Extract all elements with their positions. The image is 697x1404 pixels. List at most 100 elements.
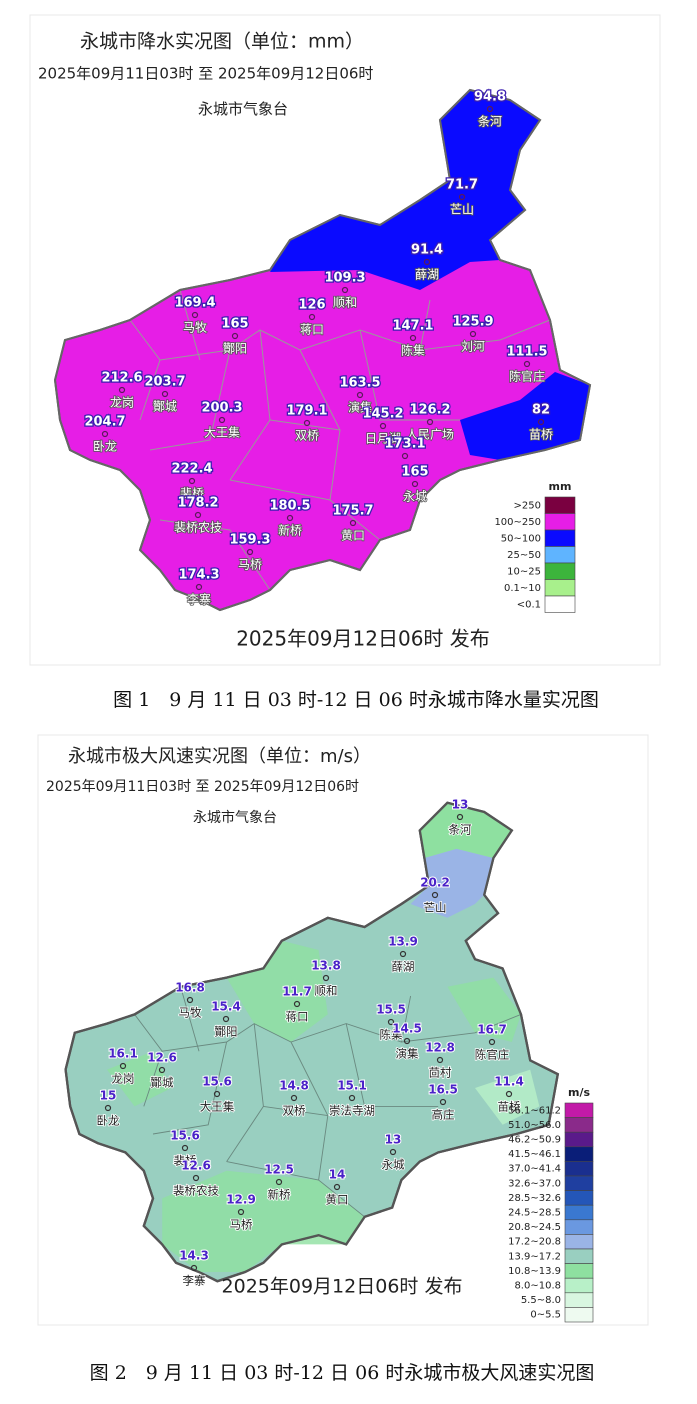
- station-name: 李寨: [187, 592, 211, 607]
- station-name: 演集: [396, 1047, 419, 1061]
- station-marker: [349, 519, 357, 527]
- station-marker: [411, 480, 419, 488]
- station-marker: [409, 334, 417, 342]
- station-value: 12.6: [181, 1159, 211, 1173]
- station-value: 203.7: [144, 375, 185, 390]
- station-marker: [195, 583, 203, 591]
- station-value: 111.5: [506, 345, 547, 360]
- station-value: 165: [401, 465, 428, 480]
- station-value: 200.3: [201, 401, 242, 416]
- station-name: 人民广场: [406, 428, 454, 442]
- station-value: 13: [385, 1133, 402, 1147]
- station-name: 裴桥农技: [173, 1184, 219, 1198]
- station-name: 卧龙: [93, 440, 117, 454]
- station-value: 125.9: [452, 315, 493, 330]
- legend-label: 37.0~41.4: [508, 1164, 561, 1175]
- station-marker: [293, 1000, 301, 1008]
- station-value: 178.2: [177, 496, 218, 511]
- station-name: 酇城: [151, 1076, 174, 1090]
- station-marker: [118, 386, 126, 394]
- station-value: 12.6: [147, 1051, 177, 1065]
- legend-swatch: [544, 496, 576, 514]
- legend-label: 13.9~17.2: [508, 1251, 561, 1262]
- legend-label: <0.1: [517, 599, 541, 610]
- station-name: 龙岗: [110, 396, 134, 410]
- legend-label: 0.1~10: [504, 583, 541, 594]
- station-name: 陈集: [380, 1028, 403, 1042]
- legend-swatch: [544, 562, 576, 580]
- station-value: 175.7: [332, 504, 373, 519]
- published: 2025年09月12日06时 发布: [222, 1276, 463, 1298]
- station-value: 16.1: [108, 1047, 138, 1061]
- station-name: 马桥: [238, 558, 262, 572]
- station-marker: [401, 452, 409, 460]
- station-name: 龙岗: [112, 1072, 135, 1086]
- station-marker: [456, 813, 464, 821]
- station-value: 159.3: [229, 533, 270, 548]
- legend-label: 17.2~20.8: [508, 1237, 561, 1248]
- station-value: 126: [298, 298, 325, 313]
- legend-swatch: [544, 595, 576, 613]
- legend-label: 10.8~13.9: [508, 1266, 561, 1277]
- legend-label: 24.5~28.5: [508, 1208, 561, 1219]
- station-marker: [303, 419, 311, 427]
- station-marker: [333, 1183, 341, 1191]
- station-marker: [348, 1094, 356, 1102]
- legend-swatch: [544, 513, 576, 531]
- station-value: 11.7: [282, 985, 312, 999]
- legend-swatch: [544, 579, 576, 597]
- station-name: 顺和: [333, 296, 357, 310]
- station-marker: [191, 311, 199, 319]
- station-value: 16.8: [175, 981, 205, 995]
- station-name: 陈官庄: [475, 1048, 510, 1062]
- station-name: 酇阳: [215, 1025, 238, 1039]
- station-name: 茴村: [429, 1066, 452, 1080]
- station-name: 苗桥: [498, 1100, 521, 1114]
- legend-label: 8.0~10.8: [514, 1281, 561, 1292]
- station-marker: [322, 974, 330, 982]
- legend-label: 41.5~46.1: [508, 1149, 561, 1160]
- station-value: 11.4: [494, 1075, 524, 1089]
- station-marker: [469, 330, 477, 338]
- legend-label: 100~250: [494, 517, 541, 528]
- title: 永城市降水实况图（单位：mm）: [80, 31, 364, 53]
- station-marker: [237, 1208, 245, 1216]
- legend-label: 20.8~24.5: [508, 1222, 561, 1233]
- station-marker: [356, 391, 364, 399]
- station-name: 高庄: [432, 1108, 455, 1122]
- station-name: 演集: [348, 400, 372, 415]
- station-value: 169.4: [174, 296, 215, 311]
- station-marker: [426, 418, 434, 426]
- station-marker: [119, 1062, 127, 1070]
- station-marker: [275, 1178, 283, 1186]
- station-marker: [194, 511, 202, 519]
- station-value: 147.1: [392, 319, 433, 334]
- station-value: 180.5: [269, 499, 310, 514]
- station-name: 日月湖: [365, 431, 401, 446]
- station-name: 裴桥农技: [174, 520, 222, 535]
- legend-swatch: [564, 1161, 594, 1177]
- station-value: 12.9: [226, 1193, 256, 1207]
- station-name: 马牧: [179, 1006, 202, 1020]
- station-marker: [423, 258, 431, 266]
- station-value: 174.3: [178, 568, 219, 583]
- station-marker: [286, 514, 294, 522]
- station-value: 15.1: [337, 1079, 367, 1093]
- station-name: 酇城: [153, 400, 177, 414]
- issuer: 永城市气象台: [198, 100, 288, 118]
- station-name: 裴桥: [174, 1154, 197, 1168]
- station-value: 109.3: [324, 271, 365, 286]
- station-value: 204.7: [84, 415, 125, 430]
- station-marker: [213, 1090, 221, 1098]
- station-value: 13: [452, 798, 469, 812]
- station-name: 黄口: [326, 1193, 349, 1207]
- station-marker: [537, 418, 545, 426]
- legend-label: 46.2~50.9: [508, 1135, 561, 1146]
- station-name: 裴桥: [180, 486, 204, 501]
- station-name: 酇阳: [223, 342, 247, 356]
- station-value: 13.9: [388, 935, 418, 949]
- station-marker: [158, 1066, 166, 1074]
- station-name: 新桥: [278, 523, 302, 538]
